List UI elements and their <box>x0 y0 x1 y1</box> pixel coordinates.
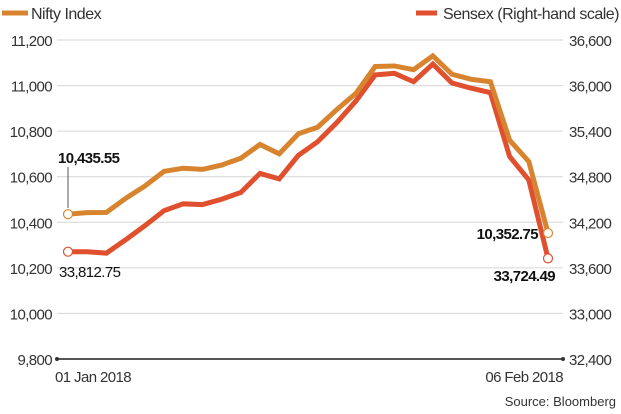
y-left-tick-label: 11,000 <box>11 79 52 96</box>
x-axis-end-dot <box>561 357 565 361</box>
y-right-tick-label: 36,600 <box>569 33 612 50</box>
y-right-tick-label: 33,000 <box>569 306 612 323</box>
y-left-tick-label: 10,800 <box>10 124 53 141</box>
sensex-start-label: 33,812.75 <box>59 264 121 281</box>
legend: Nifty Index Sensex (Right-hand scale) <box>2 6 620 23</box>
nifty-end-label: 10,352.75 <box>477 226 539 243</box>
y-right-tick-label: 33,600 <box>569 261 612 278</box>
y-right-tick-label: 34,200 <box>569 215 612 232</box>
y-right-tick-label: 34,800 <box>569 170 612 187</box>
nifty-end-marker <box>542 227 554 239</box>
y-left-tick-label: 10,600 <box>10 170 53 187</box>
nifty-start-label: 10,435.55 <box>58 150 120 167</box>
legend-label-nifty: Nifty Index <box>31 6 102 23</box>
sensex-line <box>67 60 551 259</box>
sensex-start-marker <box>62 246 74 257</box>
legend-label-sensex: Sensex (Right-hand scale) <box>443 6 619 23</box>
x-axis-start-dot <box>55 357 59 361</box>
y-left-tick-label: 9,800 <box>17 352 52 369</box>
y-left-tick-label: 10,400 <box>10 215 53 232</box>
source-note: Source: Bloomberg <box>505 394 616 409</box>
y-right-tick-label: 32,400 <box>569 352 612 369</box>
nifty-start-marker <box>62 209 74 220</box>
x-label-end: 06 Feb 2018 <box>485 369 563 386</box>
sensex-end-label: 33,724.49 <box>494 268 556 285</box>
y-right-tick-label: 36,000 <box>569 79 612 96</box>
y-left-tick-label: 10,200 <box>10 261 53 278</box>
sensex-end-marker <box>542 253 554 264</box>
y-right-tick-label: 35,400 <box>569 124 612 141</box>
x-label-start: 01 Jan 2018 <box>55 369 131 386</box>
nifty-line <box>67 52 551 234</box>
y-left-tick-label: 10,000 <box>10 306 53 323</box>
y-left-tick-label: 11,200 <box>11 33 52 50</box>
